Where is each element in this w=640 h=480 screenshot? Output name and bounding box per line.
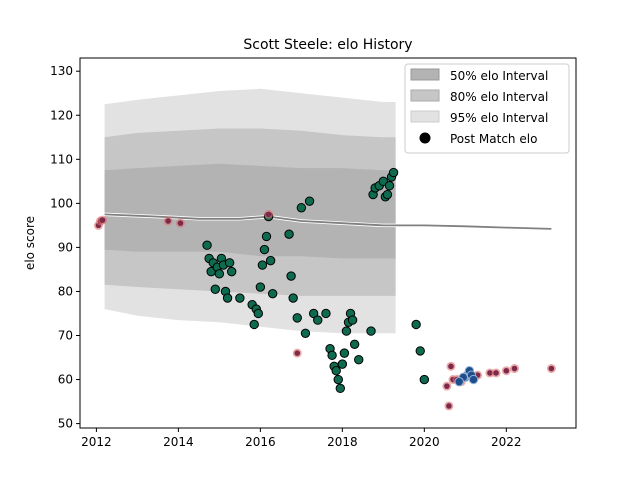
band-50 — [104, 163, 396, 259]
data-point — [288, 293, 298, 303]
data-point — [487, 370, 493, 376]
data-point — [454, 377, 464, 387]
data-point — [261, 231, 272, 242]
data-point — [548, 365, 555, 372]
data-point — [446, 403, 452, 409]
legend-label-50: 50% elo Interval — [450, 69, 548, 83]
post-match-points — [93, 167, 556, 411]
y-tick-label: 130 — [50, 64, 73, 78]
data-point — [347, 315, 358, 325]
data-point — [210, 284, 220, 294]
data-point — [253, 308, 264, 319]
data-point — [202, 240, 212, 250]
y-tick-label: 50 — [58, 417, 73, 431]
data-point — [222, 293, 233, 303]
data-point — [265, 255, 276, 266]
mean-line — [104, 213, 552, 230]
data-point — [292, 313, 302, 323]
data-point — [267, 288, 278, 299]
data-point — [308, 308, 319, 319]
x-tick-label: 2022 — [491, 435, 522, 449]
data-point — [339, 348, 350, 358]
x-axis: 2012 2014 2016 2018 2020 2022 — [81, 428, 522, 449]
data-point — [265, 211, 272, 218]
legend-label-95: 95% elo Interval — [450, 111, 548, 125]
x-tick-label: 2018 — [327, 435, 358, 449]
data-point — [341, 326, 352, 336]
data-point — [388, 167, 399, 178]
data-point — [177, 220, 184, 226]
data-point — [444, 383, 450, 389]
data-point — [335, 383, 345, 394]
legend-swatch-50 — [410, 68, 440, 81]
y-axis-label: elo score — [23, 216, 37, 270]
data-point — [415, 346, 425, 356]
y-tick-label: 60 — [58, 373, 73, 387]
data-point — [294, 350, 301, 356]
data-point — [259, 244, 270, 255]
data-point — [419, 374, 430, 385]
x-tick-label: 2012 — [81, 435, 112, 449]
data-point — [331, 366, 341, 376]
data-point — [503, 367, 510, 374]
data-point — [382, 189, 393, 200]
y-tick-label: 120 — [50, 108, 73, 122]
data-point — [304, 196, 315, 206]
legend: 50% elo Interval 80% elo Interval 95% el… — [404, 63, 570, 154]
data-point — [321, 308, 331, 319]
legend-marker-post-match — [419, 132, 431, 144]
legend-box — [404, 63, 570, 154]
data-point — [411, 319, 421, 330]
data-point — [448, 363, 454, 370]
legend-label-80: 80% elo Interval — [450, 90, 548, 104]
y-tick-label: 70 — [58, 329, 73, 343]
data-point — [214, 269, 225, 279]
plot-frame — [79, 57, 577, 429]
mean-elo-line — [104, 212, 552, 231]
chart-title: Scott Steele: elo History — [243, 37, 412, 53]
y-tick-label: 100 — [50, 196, 73, 210]
data-point — [249, 319, 259, 330]
data-point — [226, 266, 237, 277]
legend-label-post-match: Post Match elo — [450, 132, 537, 146]
data-point — [366, 326, 376, 336]
legend-swatch-95 — [410, 110, 440, 123]
data-point — [257, 260, 268, 270]
y-tick-label: 110 — [50, 152, 73, 166]
data-point — [384, 181, 395, 191]
data-point — [511, 365, 518, 372]
data-point — [468, 374, 479, 385]
data-point — [349, 339, 360, 350]
data-point — [99, 217, 106, 223]
interval-bands — [104, 88, 396, 334]
data-point — [313, 315, 323, 325]
data-point — [224, 258, 235, 268]
y-tick-label: 80 — [58, 284, 73, 298]
data-point — [327, 350, 337, 361]
y-tick-label: 90 — [58, 240, 73, 254]
x-tick-label: 2016 — [245, 435, 276, 449]
data-point — [296, 203, 307, 213]
x-tick-label: 2020 — [409, 435, 440, 449]
data-point — [493, 370, 499, 376]
legend-swatch-80 — [410, 89, 440, 102]
data-point — [300, 328, 311, 338]
y-axis: 50 60 70 80 90 100 110 120 130 — [50, 64, 80, 431]
x-tick-label: 2014 — [163, 435, 194, 449]
data-point — [333, 374, 343, 385]
data-point — [337, 359, 348, 369]
data-point — [165, 218, 171, 224]
data-point — [255, 282, 266, 292]
data-point — [235, 293, 245, 303]
data-point — [286, 271, 296, 281]
data-point — [354, 355, 364, 365]
data-point — [284, 229, 294, 239]
